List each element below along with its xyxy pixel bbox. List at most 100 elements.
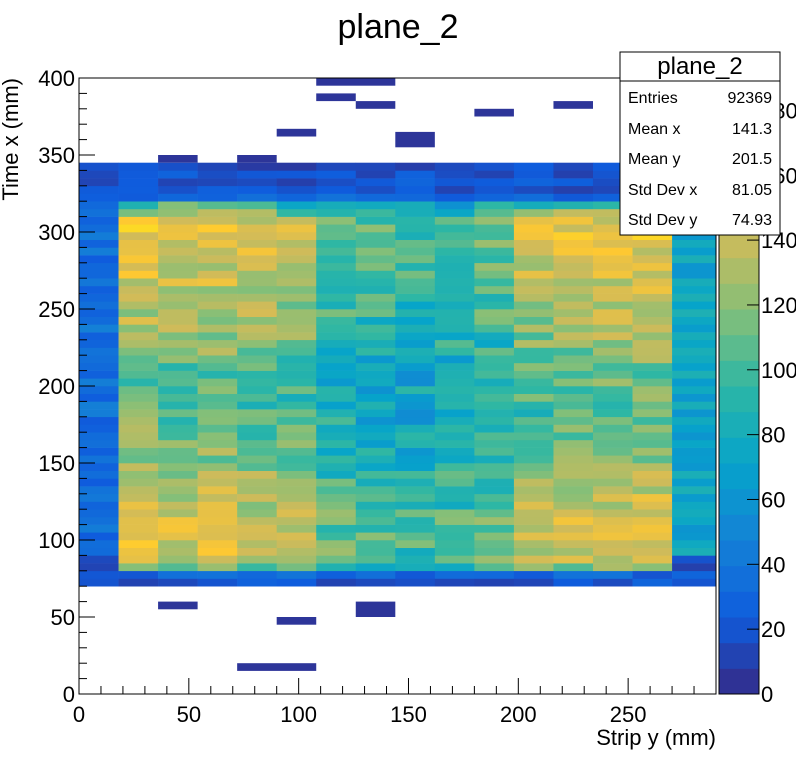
heatmap-cell: [553, 193, 594, 202]
heatmap-cell: [474, 232, 515, 240]
heatmap-cell: [513, 324, 554, 333]
heatmap-cell: [434, 355, 475, 364]
heatmap-cell: [276, 563, 317, 572]
heatmap-cell: [474, 455, 515, 464]
heatmap-cell: [474, 409, 515, 418]
heatmap-cell: [434, 493, 475, 502]
heatmap-cell: [79, 216, 119, 225]
heatmap-cell: [434, 501, 475, 510]
heatmap-cell: [592, 501, 633, 510]
heatmap-cell: [276, 178, 317, 187]
heatmap-cell: [276, 463, 317, 471]
heatmap-cell: [395, 224, 436, 233]
heatmap-cell: [355, 486, 396, 495]
stats-std-dev-x-value: 81.05: [732, 182, 772, 199]
heatmap-cell: [79, 347, 119, 356]
heatmap-cell: [592, 424, 633, 433]
heatmap-cell: [632, 232, 673, 240]
heatmap-cell: [118, 232, 159, 240]
heatmap-cell: [632, 486, 673, 495]
heatmap-cell: [395, 324, 436, 333]
heatmap-cell: [316, 470, 357, 479]
y-tick-label: 300: [38, 220, 75, 245]
heatmap-cell: [513, 439, 554, 448]
heatmap-cell: [276, 332, 317, 341]
y-tick-label: 150: [38, 451, 75, 476]
heatmap-cell: [434, 540, 475, 548]
heatmap-cell: [553, 463, 594, 471]
color-scale-step: [719, 309, 759, 336]
heatmap-cell: [197, 193, 238, 202]
heatmap-cell: [632, 262, 673, 271]
heatmap-cell: [434, 532, 475, 541]
heatmap-cell: [672, 424, 717, 433]
heatmap-cell: [355, 262, 396, 271]
heatmap-cell: [118, 516, 159, 525]
heatmap-cell: [197, 570, 238, 579]
heatmap-cell: [513, 339, 554, 348]
heatmap-cell: [276, 270, 317, 279]
heatmap-cell: [237, 439, 277, 448]
heatmap-cell: [632, 416, 673, 425]
heatmap-cell: [355, 493, 396, 502]
heatmap-cell: [553, 362, 594, 371]
heatmap-cell: [79, 570, 119, 579]
heatmap-cell: [513, 486, 554, 495]
heatmap-cell: [237, 162, 277, 171]
heatmap-cell: [237, 193, 277, 202]
heatmap-cell: [237, 324, 277, 333]
heatmap-cell: [79, 332, 119, 341]
heatmap-cell: [395, 439, 436, 448]
heatmap-cell: [118, 301, 159, 310]
heatmap-cell: [592, 239, 633, 248]
stats-std-dev-y-label: Std Dev y: [628, 212, 697, 229]
heatmap-cell: [592, 247, 633, 256]
heatmap-cell: [513, 362, 554, 371]
heatmap-cell: [553, 493, 594, 502]
heatmap-cell: [276, 324, 317, 333]
heatmap-cell: [118, 224, 159, 233]
heatmap-cell: [79, 201, 119, 210]
heatmap-cell: [118, 463, 159, 471]
heatmap-cell: [355, 355, 396, 364]
heatmap-outlier-cell: [316, 78, 396, 86]
heatmap-cell: [395, 409, 436, 418]
heatmap-cell: [474, 524, 515, 533]
color-scale-step: [719, 257, 759, 284]
heatmap-cell: [158, 216, 198, 225]
heatmap-cell: [237, 309, 277, 317]
heatmap-cell: [197, 332, 238, 341]
heatmap-cell: [474, 570, 515, 579]
heatmap-cell: [316, 255, 357, 264]
color-scale-step: [719, 540, 759, 567]
heatmap-cell: [276, 339, 317, 348]
heatmap-cell: [395, 563, 436, 572]
heatmap-cell: [197, 316, 238, 325]
heatmap-outlier-cell: [237, 155, 277, 163]
heatmap-cell: [316, 362, 357, 371]
heatmap-cell: [118, 393, 159, 402]
heatmap-cell: [197, 362, 238, 371]
heatmap-cell: [434, 486, 475, 495]
heatmap-cell: [672, 516, 717, 525]
heatmap-cell: [197, 478, 238, 487]
heatmap-cell: [434, 470, 475, 479]
heatmap-cell: [237, 239, 277, 248]
heatmap-cell: [592, 393, 633, 402]
heatmap-cell: [158, 478, 198, 487]
heatmap-cell: [434, 270, 475, 279]
heatmap-cell: [395, 255, 436, 264]
heatmap-cell: [553, 224, 594, 233]
y-tick-label: 350: [38, 143, 75, 168]
heatmap-cell: [632, 555, 673, 564]
heatmap-cell: [434, 416, 475, 425]
heatmap-cell: [355, 455, 396, 464]
heatmap-cell: [395, 532, 436, 541]
heatmap-cell: [237, 224, 277, 233]
stats-mean-y-label: Mean y: [628, 151, 680, 168]
heatmap-cell: [197, 470, 238, 479]
heatmap-cell: [355, 293, 396, 302]
heatmap-cell: [513, 555, 554, 564]
heatmap-cell: [237, 424, 277, 433]
heatmap-cell: [672, 232, 717, 240]
